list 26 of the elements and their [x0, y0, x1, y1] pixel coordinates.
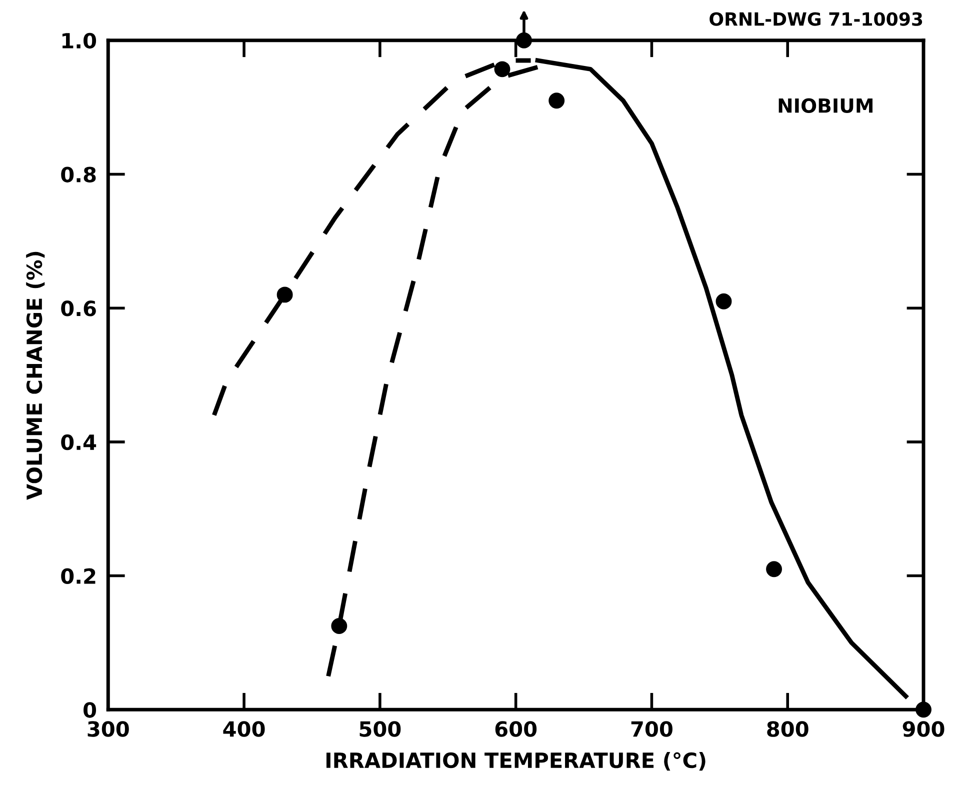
x-tick-label: 800 — [767, 721, 808, 737]
point — [766, 561, 782, 578]
point — [716, 293, 732, 310]
point — [331, 618, 348, 634]
y-tick-label: 0.2 — [61, 568, 96, 584]
x-tick-label: 300 — [88, 721, 129, 737]
y-tick-label: 0.4 — [61, 434, 96, 450]
y-axis-title: VOLUME CHANGE (%) — [26, 252, 45, 500]
annotation: NIOBIUM — [778, 98, 872, 113]
text: ORNL-DWG 71-10093 — [710, 12, 922, 26]
x-tick-label: 600 — [495, 721, 537, 737]
y-tick-label: 1.0 — [62, 32, 96, 49]
point — [494, 61, 510, 78]
y-tick-label: 0 — [84, 702, 96, 718]
x-tick-label: 900 — [902, 721, 944, 737]
x-tick-label: 500 — [360, 721, 401, 737]
y-tick-label: 0.6 — [61, 300, 96, 316]
x-tick-label: 700 — [631, 721, 672, 737]
point — [516, 32, 532, 48]
point — [916, 702, 932, 718]
x-tick-label: 400 — [223, 721, 265, 737]
y-tick-label: 0.8 — [61, 166, 96, 182]
x-axis-title: IRRADIATION TEMPERATURE (°C) — [326, 752, 706, 771]
point — [548, 92, 565, 109]
line-series — [535, 58, 908, 698]
point — [276, 286, 293, 303]
